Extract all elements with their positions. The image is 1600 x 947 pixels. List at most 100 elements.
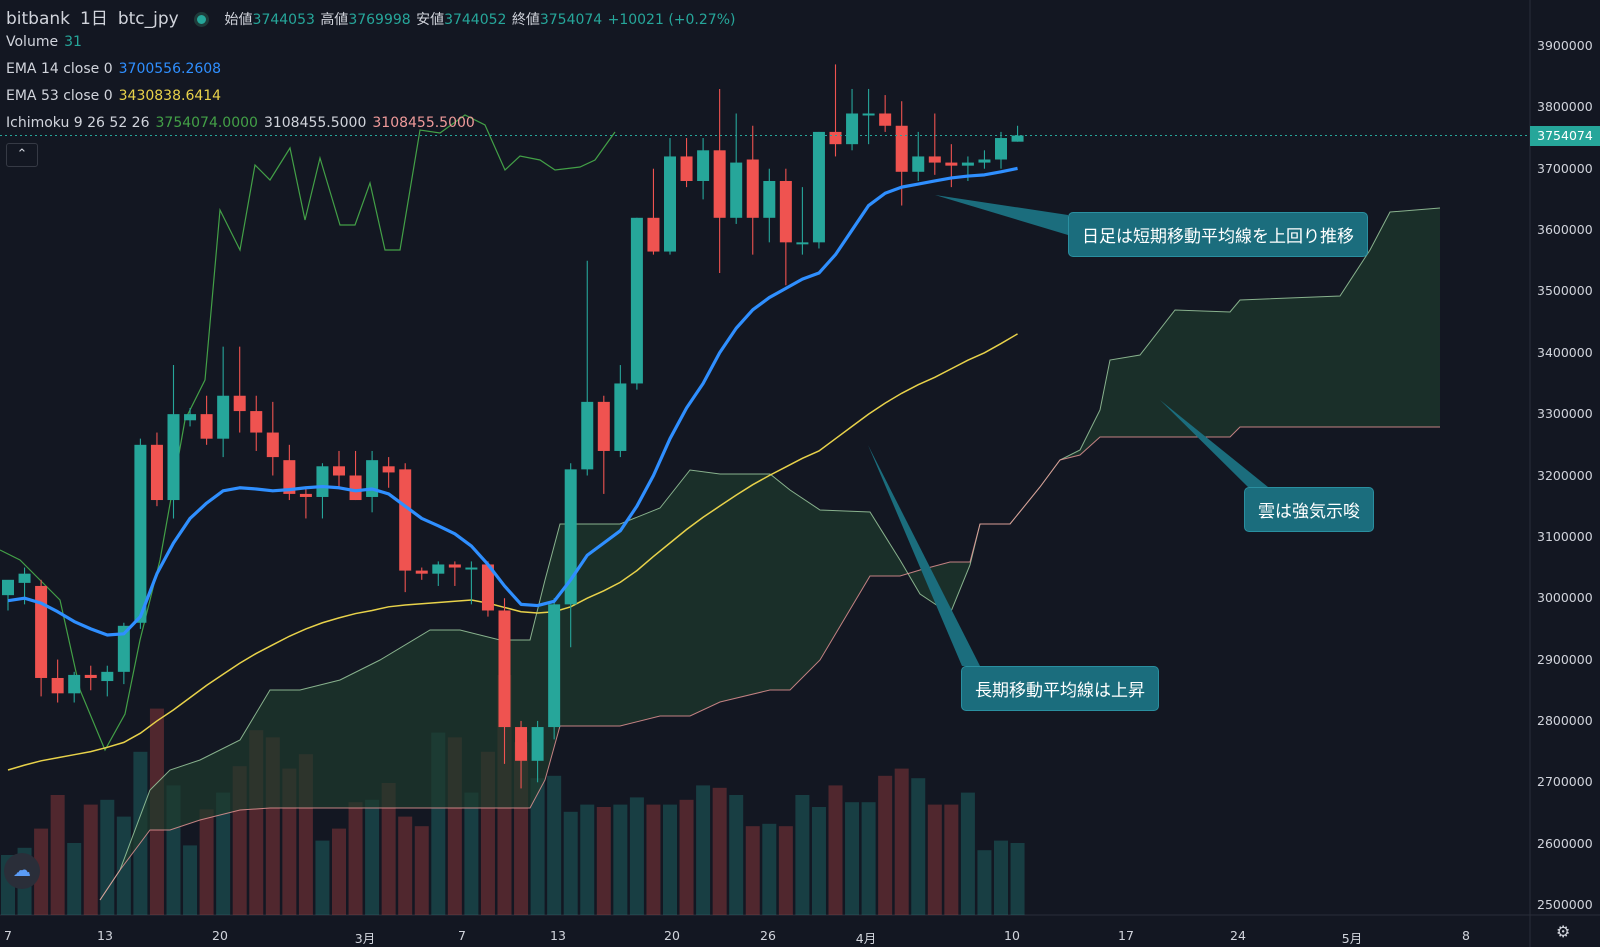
price-tick-label: 2700000 [1537, 774, 1593, 790]
candle-body [349, 475, 362, 501]
interval-label[interactable]: 1日 [80, 9, 108, 29]
volume-bar [911, 778, 926, 915]
volume-bar [613, 804, 628, 915]
ichimoku-lagging-span [0, 114, 616, 752]
volume-bar [795, 795, 810, 915]
candle-body [995, 138, 1007, 160]
candle-body [299, 493, 312, 497]
price-tick-label: 3700000 [1537, 160, 1593, 176]
candle-body [316, 466, 329, 497]
low-value: 3744052 [444, 12, 507, 28]
open-label: 始値 [224, 12, 253, 28]
candle-body [200, 414, 213, 439]
volume-bar [183, 845, 198, 915]
volume-bar [116, 816, 131, 915]
candle-body [2, 579, 14, 596]
price-tick-label: 3100000 [1537, 528, 1593, 544]
candle-body [581, 401, 594, 470]
candle-body [250, 411, 263, 433]
ema14-legend[interactable]: EMA 14 close 0 3700556.2608 [6, 61, 221, 77]
volume-bar [778, 826, 793, 915]
volume-bar [729, 795, 744, 915]
price-tick-label: 3600000 [1537, 222, 1593, 238]
volume-legend[interactable]: Volume 31 [6, 34, 82, 50]
volume-bar [464, 792, 479, 915]
candle-body [680, 156, 693, 181]
volume-bar [34, 828, 49, 915]
volume-value: 31 [64, 34, 82, 50]
candle-body [167, 414, 180, 501]
candle-body [879, 113, 892, 126]
date-tick-label: 5月 [1341, 931, 1363, 946]
volume-bar [530, 778, 545, 915]
candle-body [779, 180, 792, 243]
current-price-label: 3754074 [1530, 125, 1600, 146]
date-tick-label: 4月 [855, 931, 877, 946]
volume-bar [960, 792, 975, 915]
volume-bar [894, 768, 909, 915]
candle-body [647, 217, 660, 252]
chevron-up-icon: ⌃ [16, 147, 28, 162]
annotation-long-ma[interactable]: 長期移動平均線は上昇 [961, 666, 1159, 711]
volume-bar [1010, 843, 1025, 915]
ichimoku-legend[interactable]: Ichimoku 9 26 52 26 3754074.0000 3108455.5… [6, 115, 475, 131]
candle-body [829, 131, 842, 145]
volume-bar [994, 840, 1008, 915]
annotation-short-ma[interactable]: 日足は短期移動平均線を上回り推移 [1068, 212, 1368, 257]
price-tick-label: 3200000 [1537, 467, 1593, 483]
symbol-name[interactable]: btc_jpy [117, 9, 179, 29]
candle-body [763, 180, 776, 218]
ema53-label: EMA 53 close 0 [6, 88, 113, 104]
candle-body [448, 564, 461, 568]
candle-body [399, 469, 412, 571]
exchange-name[interactable]: bitbank [6, 9, 71, 29]
tradingview-logo-icon[interactable]: ☁ [4, 853, 40, 889]
ichimoku-value-1: 3754074.0000 [155, 115, 258, 131]
ema53-legend[interactable]: EMA 53 close 0 3430838.6414 [6, 88, 221, 104]
volume-bar [629, 797, 644, 915]
candle-body [697, 150, 710, 181]
volume-label: Volume [6, 34, 59, 50]
candle-body [184, 414, 197, 421]
candle-body [630, 217, 643, 384]
ema14-line [7, 166, 1018, 637]
candle-body [713, 150, 726, 218]
volume-bar [199, 809, 214, 915]
candle-body [498, 610, 511, 728]
candle-body [912, 156, 925, 172]
ema53-value: 3430838.6414 [118, 88, 222, 104]
ichimoku-value-3: 3108455.5000 [372, 115, 475, 131]
candle-body [415, 570, 428, 574]
volume-bar [365, 799, 380, 915]
annotation-pointer-short-ma [935, 195, 1068, 235]
candle-body [928, 156, 941, 163]
candle-body [746, 159, 759, 218]
gear-icon[interactable]: ⚙ [1556, 922, 1571, 941]
change-value: +10021 (+0.27%) [607, 12, 736, 28]
candle-body [846, 113, 859, 145]
date-tick-label: 7 [4, 928, 12, 943]
candle-body [961, 162, 974, 166]
high-value: 3769998 [348, 12, 411, 28]
price-tick-label: 3500000 [1537, 283, 1593, 299]
candle-body [150, 444, 163, 501]
price-tick-label: 2900000 [1537, 651, 1593, 667]
date-tick-label: 17 [1118, 928, 1134, 943]
volume-bar [381, 783, 396, 915]
close-value: 3754074 [539, 12, 603, 28]
candle-body [233, 395, 246, 412]
annotation-pointer-cloud [1160, 400, 1268, 487]
candle-body [481, 564, 494, 611]
candle-body [796, 242, 809, 245]
ema14-label: EMA 14 close 0 [6, 61, 113, 77]
volume-bar [332, 828, 346, 915]
volume-bar [50, 795, 65, 915]
collapse-legend-button[interactable]: ⌃ [6, 143, 38, 167]
candle-body [978, 159, 991, 163]
price-tick-label: 3400000 [1537, 344, 1593, 360]
annotation-cloud[interactable]: 雲は強気示唆 [1244, 487, 1374, 532]
date-tick-label: 10 [1004, 928, 1020, 943]
price-tick-label: 3000000 [1537, 590, 1593, 606]
price-tick-label: 2500000 [1537, 897, 1593, 912]
